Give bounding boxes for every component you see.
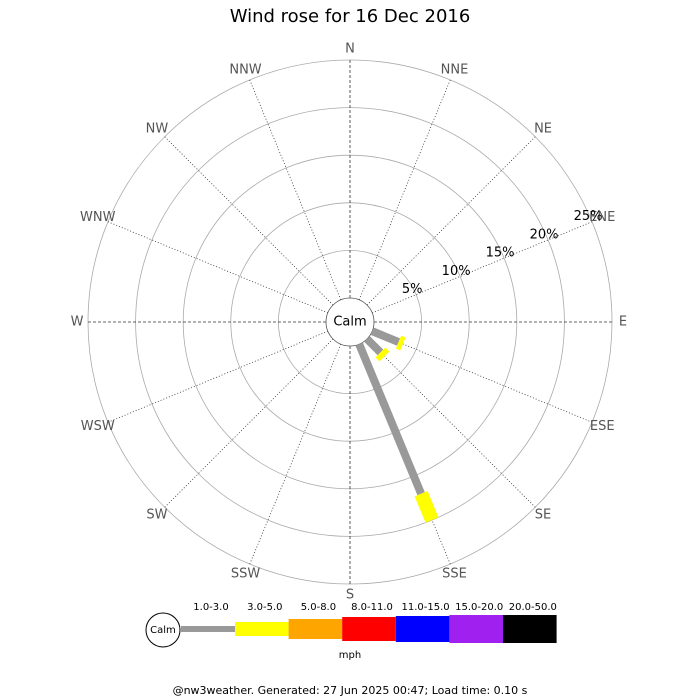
legend-label: 11.0-15.0 [402,602,450,613]
spoke [366,338,536,508]
legend-label: 1.0-3.0 [193,602,228,613]
direction-label: N [345,42,355,57]
rose-segment [355,342,425,496]
ring-label: 10% [442,264,471,279]
direction-label: ENE [589,210,615,225]
calm-circle [325,297,375,347]
chart-title: Wind rose for 16 Dec 2016 [230,6,471,27]
spoke [358,79,451,300]
rose-segment [395,335,406,351]
legend-swatch [181,626,235,632]
legend-swatch [288,619,343,639]
direction-label: NW [146,121,169,136]
legend-swatch [503,615,557,643]
spoke [164,136,334,306]
legend-label: 3.0-5.0 [247,602,282,613]
direction-label: SSE [442,567,467,582]
spoke [372,330,593,423]
legend-unit: mph [339,650,361,661]
legend-swatch [395,616,450,642]
legend-swatch [342,617,396,641]
ring-label: 15% [486,246,515,261]
direction-label: NE [534,121,552,136]
spoke [107,330,328,423]
direction-label: WNW [80,210,116,225]
spoke [249,79,342,300]
direction-label: SE [535,508,551,523]
direction-label: W [71,315,84,330]
direction-label: NNW [229,62,261,77]
legend-label: 8.0-11.0 [351,602,393,613]
legend-label: 15.0-20.0 [455,602,503,613]
spoke [372,221,593,314]
spoke [107,221,328,314]
legend-label: 5.0-8.0 [301,602,336,613]
direction-label: NNE [441,62,469,77]
direction-label: SSW [231,567,261,582]
spoke [249,344,342,565]
direction-label: E [619,315,627,330]
calm-label: Calm [333,315,366,330]
spoke [366,136,536,306]
rose-segment [375,347,390,362]
direction-label: SW [146,508,167,523]
ring-label: 25% [574,209,603,224]
spoke [164,338,334,508]
legend-swatch [235,622,289,636]
direction-label: WSW [81,419,115,434]
rose-segment [414,491,439,523]
ring-label: 5% [402,282,423,297]
direction-label: ESE [590,419,615,434]
rose-segment [364,336,384,356]
rose-segment [370,327,401,346]
legend-calm [145,612,181,648]
ring-label: 20% [530,227,559,242]
footer: @nw3weather. Generated: 27 Jun 2025 00:4… [173,684,528,697]
direction-label: S [346,588,354,603]
legend-calm-label: Calm [150,625,176,636]
legend-label: 20.0-50.0 [509,602,557,613]
legend-swatch [449,615,503,643]
